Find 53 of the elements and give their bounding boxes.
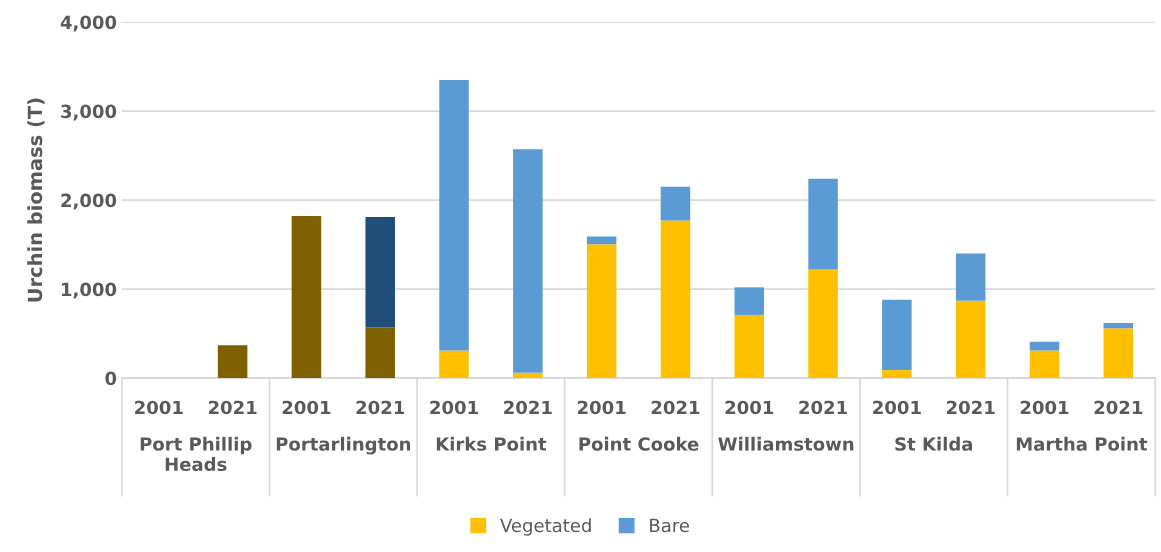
- bar: [882, 370, 912, 379]
- y-tick-label: 3,000: [61, 104, 117, 121]
- x-tick-label: 2021: [356, 400, 405, 415]
- bar: [660, 186, 691, 221]
- bar: [808, 178, 838, 270]
- x-tick-label: 2001: [135, 400, 183, 415]
- bar: [439, 79, 469, 351]
- bar: [1029, 350, 1060, 379]
- text: Port Phillip Heads: [140, 436, 252, 472]
- x-tick-label: 2001: [282, 400, 331, 415]
- x-tick-label: 2001: [430, 400, 478, 415]
- bar: [1103, 322, 1134, 329]
- text: Portarlington: [276, 436, 411, 455]
- y-tick-label: 2,000: [61, 193, 117, 210]
- text: Kirks Point: [436, 436, 547, 451]
- x-tick-label: 2021: [651, 400, 700, 415]
- bar: [586, 244, 617, 379]
- bar: [808, 269, 838, 379]
- legend-label: Bare: [650, 518, 689, 533]
- bar: [660, 220, 691, 379]
- text: St Kilda: [895, 436, 973, 451]
- x-tick-label: 2001: [725, 400, 774, 415]
- bar: [217, 345, 248, 379]
- bar: [1103, 328, 1134, 379]
- x-tick-label: 2001: [1020, 400, 1069, 415]
- bar: [291, 216, 322, 379]
- y-tick-label: 4,000: [60, 15, 117, 32]
- bar: [734, 287, 765, 315]
- bar: [586, 236, 617, 245]
- x-tick-label: 2021: [504, 400, 552, 415]
- legend-label: Vegetated: [500, 518, 591, 536]
- bar: [734, 314, 765, 379]
- bar: [365, 327, 395, 379]
- bar: [439, 350, 469, 379]
- x-tick-label: 2021: [208, 400, 257, 415]
- x-tick-label: 2021: [1094, 400, 1143, 415]
- y-tick-label: 1,000: [61, 282, 117, 299]
- bar: [513, 372, 543, 379]
- bar: [513, 149, 543, 373]
- x-tick-label: 2001: [577, 400, 626, 415]
- y-tick-label: 0: [105, 371, 117, 386]
- y-axis-title: Urchin biomass (T): [27, 98, 45, 302]
- bar: [955, 300, 986, 379]
- x-tick-label: 2021: [946, 400, 995, 415]
- text: Martha Point: [1016, 436, 1148, 451]
- text: Point Cooke: [579, 436, 699, 451]
- text: Williamstown: [718, 436, 854, 451]
- bar: [882, 299, 912, 371]
- x-tick-label: 2001: [873, 400, 921, 415]
- bar: [955, 253, 986, 301]
- bar: [365, 217, 395, 328]
- x-tick-label: 2021: [799, 400, 847, 415]
- bar: [1029, 341, 1060, 351]
